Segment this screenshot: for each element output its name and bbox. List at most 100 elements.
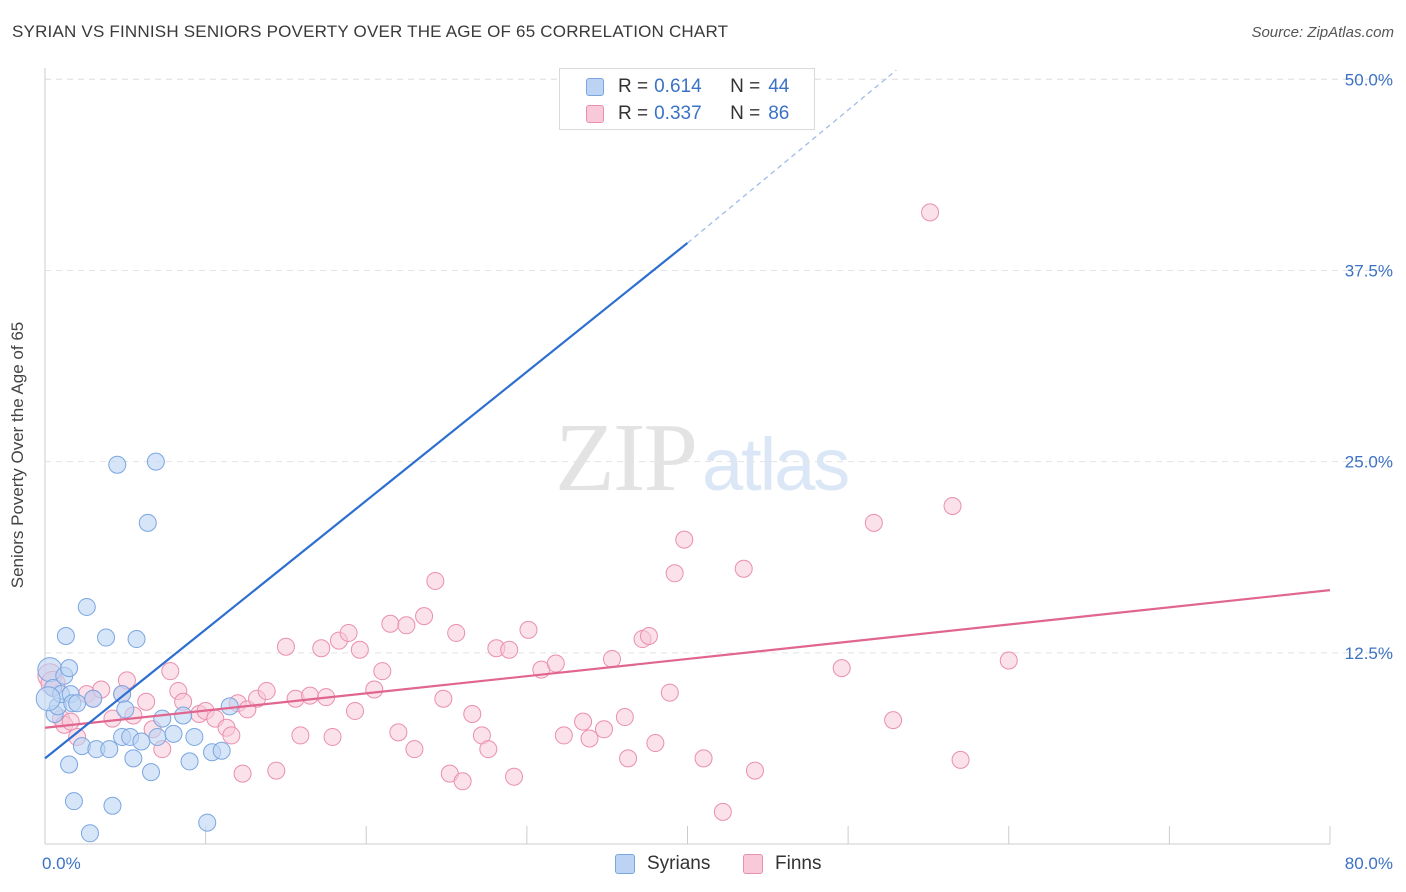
- syrians-point: [116, 700, 135, 719]
- watermark-atlas: atlas: [702, 423, 850, 506]
- finns-point: [426, 571, 445, 590]
- syrians-point: [127, 630, 146, 649]
- finns-point: [389, 723, 408, 742]
- finns-point: [447, 623, 466, 642]
- syrians-point: [60, 755, 79, 774]
- finns-trend-line: [44, 589, 1331, 729]
- syrians-point: [132, 732, 151, 751]
- syrians-point: [148, 727, 167, 746]
- finns-swatch-icon: [586, 105, 604, 123]
- finns-point: [301, 686, 320, 705]
- finns-point: [554, 726, 573, 745]
- legend-row-finns: R = 0.337 N = 86: [586, 101, 789, 127]
- watermark: ZIPatlas: [555, 400, 850, 514]
- syrians-point: [80, 824, 99, 843]
- syrians-point: [153, 709, 172, 728]
- finns-point: [257, 682, 276, 701]
- syrians-point: [174, 706, 193, 725]
- finns-point: [574, 712, 593, 731]
- finns-r-label: R =: [618, 103, 649, 124]
- finns-point: [864, 513, 883, 532]
- syrians-point: [142, 763, 161, 782]
- finns-point: [373, 662, 392, 681]
- syrians-n-label: N =: [730, 76, 761, 97]
- finns-point: [161, 662, 180, 681]
- x-tick-label: 0.0%: [42, 854, 81, 873]
- syrians-point: [198, 813, 217, 832]
- syrians-swatch-icon: [586, 78, 604, 96]
- finns-point: [61, 712, 80, 731]
- finns-point: [546, 654, 565, 673]
- syrians-n-value: 44: [768, 76, 790, 97]
- finns-point: [745, 761, 764, 780]
- finns-point: [884, 711, 903, 730]
- finns-point: [615, 708, 634, 727]
- finns-point: [339, 623, 358, 642]
- finns-point: [463, 705, 482, 724]
- finns-n-value: 86: [768, 103, 790, 124]
- finns-point: [734, 559, 753, 578]
- syrians-point: [124, 749, 143, 768]
- finns-point: [453, 772, 472, 791]
- syrians-point: [146, 452, 165, 471]
- finns-point: [500, 640, 519, 659]
- syrians-point: [212, 741, 231, 760]
- finns-point: [646, 734, 665, 753]
- syrians-point: [108, 455, 127, 474]
- syrians-point: [84, 689, 103, 708]
- finns-point: [580, 729, 599, 748]
- finns-point: [276, 637, 295, 656]
- series-legend: Syrians Finns: [0, 850, 1406, 878]
- finns-point: [291, 726, 310, 745]
- finns-point: [267, 761, 286, 780]
- finns-point: [137, 692, 156, 711]
- finns-point: [405, 740, 424, 759]
- y-tick-label: 37.5%: [1345, 261, 1393, 280]
- finns-point: [505, 767, 524, 786]
- syrians-trend-line: [44, 242, 689, 760]
- syrians-point: [97, 628, 116, 647]
- legend-label-finns: Finns: [775, 853, 822, 874]
- syrians-point: [35, 686, 61, 712]
- syrians-point: [64, 792, 83, 811]
- finns-point: [397, 616, 416, 635]
- finns-point: [434, 689, 453, 708]
- finns-point: [665, 564, 684, 583]
- syrians-point: [103, 796, 122, 815]
- finns-point: [943, 497, 962, 516]
- syrians-point: [180, 752, 199, 771]
- finns-point: [639, 627, 658, 646]
- legend-item-finns: Finns: [743, 853, 821, 875]
- syrians-trend-extension: [687, 69, 897, 244]
- finns-point: [694, 749, 713, 768]
- finns-point: [519, 620, 538, 639]
- syrians-point: [68, 694, 87, 713]
- finns-point: [346, 701, 365, 720]
- correlation-legend: R = 0.614 N = 44 R = 0.337 N = 86: [559, 68, 815, 130]
- syrians-legend-icon: [615, 854, 635, 874]
- finns-point: [381, 614, 400, 633]
- finns-point: [415, 607, 434, 626]
- watermark-zip: ZIP: [555, 404, 698, 512]
- syrians-r-label: R =: [618, 76, 649, 97]
- syrians-r-value: 0.614: [654, 76, 702, 97]
- finns-point: [660, 683, 679, 702]
- finns-point: [999, 651, 1018, 670]
- finns-legend-icon: [743, 854, 763, 874]
- finns-point: [603, 649, 622, 668]
- x-tick-label: 80.0%: [1345, 854, 1393, 873]
- finns-point: [921, 203, 940, 222]
- legend-item-syrians: Syrians: [615, 853, 710, 875]
- y-tick-label: 25.0%: [1345, 453, 1393, 472]
- finns-point: [832, 659, 851, 678]
- syrians-point: [164, 724, 183, 743]
- y-tick-label: 50.0%: [1345, 70, 1393, 89]
- finns-r-value: 0.337: [654, 103, 702, 124]
- finns-point: [594, 720, 613, 739]
- syrians-point: [60, 659, 79, 678]
- finns-point: [619, 749, 638, 768]
- chart-title: SYRIAN VS FINNISH SENIORS POVERTY OVER T…: [12, 22, 729, 41]
- syrians-point: [100, 740, 119, 759]
- finns-n-label: N =: [730, 103, 761, 124]
